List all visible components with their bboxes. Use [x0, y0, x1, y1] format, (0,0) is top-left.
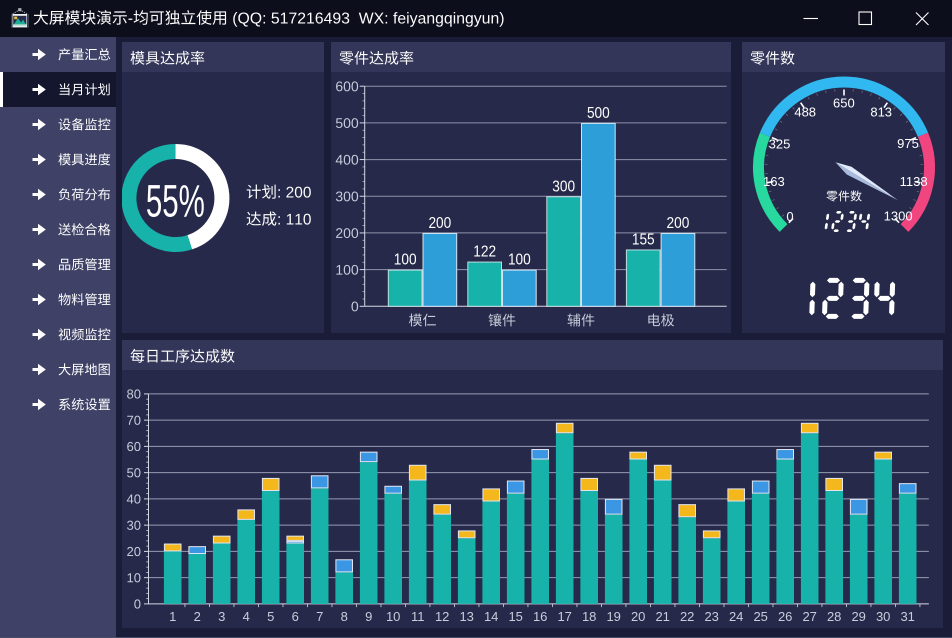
svg-text:31: 31: [900, 609, 914, 624]
svg-text:11: 11: [411, 609, 425, 624]
svg-text:28: 28: [827, 609, 841, 624]
svg-text:650: 650: [833, 95, 855, 110]
svg-text:30: 30: [876, 609, 890, 624]
svg-text:488: 488: [794, 105, 816, 120]
svg-text:25: 25: [753, 609, 767, 624]
svg-text:155: 155: [632, 231, 655, 248]
svg-text:12: 12: [435, 609, 449, 624]
svg-text:9: 9: [365, 609, 372, 624]
svg-text:2: 2: [194, 609, 201, 624]
svg-text:16: 16: [533, 609, 547, 624]
svg-text:21: 21: [655, 609, 669, 624]
svg-text:15: 15: [508, 609, 522, 624]
svg-text:975: 975: [897, 136, 919, 151]
svg-text:5: 5: [267, 609, 274, 624]
svg-text:3: 3: [218, 609, 225, 624]
svg-text:8: 8: [341, 609, 348, 624]
svg-text:6: 6: [292, 609, 299, 624]
svg-text:325: 325: [769, 136, 791, 151]
svg-text:17: 17: [557, 609, 571, 624]
svg-text:163: 163: [763, 174, 785, 189]
svg-text:22: 22: [680, 609, 694, 624]
svg-text:100: 100: [394, 252, 417, 269]
svg-text:24: 24: [729, 609, 743, 624]
svg-text:1300: 1300: [884, 208, 913, 223]
svg-text:813: 813: [870, 105, 892, 120]
svg-text:200: 200: [667, 215, 690, 232]
svg-text:122: 122: [473, 244, 496, 261]
svg-text:13: 13: [459, 609, 473, 624]
svg-text:23: 23: [704, 609, 718, 624]
svg-text:7: 7: [316, 609, 323, 624]
svg-text:4: 4: [243, 609, 250, 624]
svg-text:200: 200: [428, 215, 451, 232]
svg-text:19: 19: [606, 609, 620, 624]
svg-text:10: 10: [386, 609, 400, 624]
svg-text:300: 300: [552, 178, 575, 195]
svg-text:100: 100: [508, 252, 531, 269]
svg-text:14: 14: [484, 609, 498, 624]
svg-text:29: 29: [851, 609, 865, 624]
svg-text:20: 20: [631, 609, 645, 624]
svg-text:1138: 1138: [900, 174, 928, 189]
svg-text:55%: 55%: [146, 176, 205, 227]
svg-text:18: 18: [582, 609, 596, 624]
svg-text:26: 26: [778, 609, 792, 624]
svg-text:0: 0: [786, 209, 793, 224]
svg-text:500: 500: [587, 105, 610, 122]
svg-text:1: 1: [169, 609, 176, 624]
svg-text:27: 27: [802, 609, 816, 624]
